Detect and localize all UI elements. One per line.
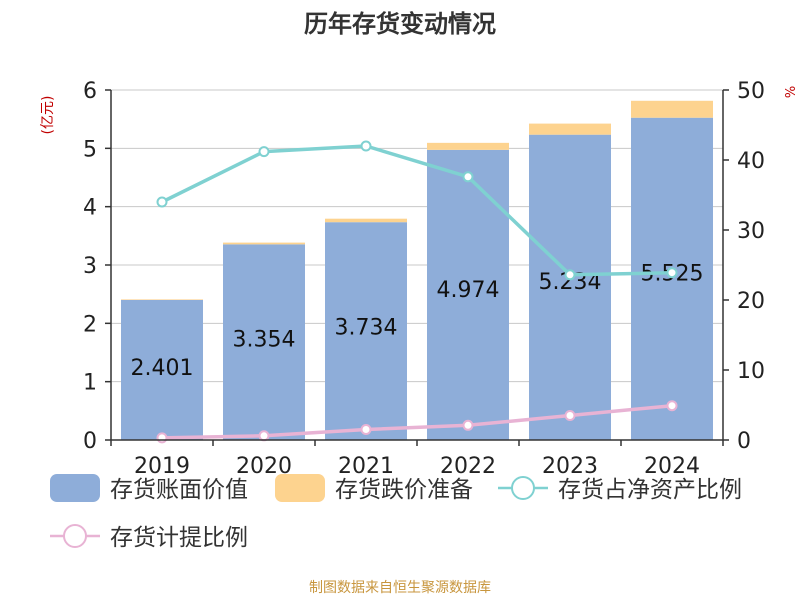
chart-title: 历年存货变动情况 — [304, 10, 496, 38]
series-point — [462, 419, 474, 431]
left-tick-label: 0 — [83, 429, 97, 454]
bar-book-value — [427, 149, 509, 440]
bar-value-label: 4.974 — [437, 278, 500, 303]
right-tick-label: 20 — [737, 289, 765, 314]
series-point — [666, 400, 678, 412]
legend-swatch-box — [50, 474, 100, 502]
bar-impairment — [223, 242, 305, 245]
series-point — [564, 269, 576, 281]
bar-book-value — [325, 222, 407, 440]
bar-book-value — [223, 244, 305, 440]
legend-label: 存货账面价值 — [110, 477, 248, 503]
right-tick-label: 50 — [737, 79, 765, 104]
x-tick-label: 2021 — [338, 454, 394, 479]
bar-impairment — [427, 142, 509, 150]
right-tick-label: 0 — [737, 429, 751, 454]
bar-value-label: 2.401 — [131, 356, 194, 381]
legend-label: 存货计提比例 — [110, 525, 248, 551]
left-axis-label: (亿元) — [40, 96, 56, 135]
series-point — [564, 410, 576, 421]
series-point — [156, 196, 168, 208]
left-tick-label: 5 — [83, 137, 97, 162]
bar-impairment — [631, 100, 713, 118]
legend-label: 存货跌价准备 — [335, 477, 473, 503]
bar-value-label: 3.734 — [335, 316, 398, 341]
legend-swatch-box — [275, 474, 325, 502]
bar-impairment — [529, 123, 611, 135]
bar-book-value — [529, 134, 611, 440]
bar-book-value — [121, 299, 203, 440]
series-point — [666, 267, 678, 279]
grid-lines — [111, 89, 723, 441]
series-point — [360, 424, 372, 435]
series-line — [161, 144, 673, 277]
bar-impairment — [121, 299, 203, 300]
left-tick-label: 6 — [83, 79, 97, 104]
legend-swatch-marker — [511, 476, 535, 500]
left-tick-label: 1 — [83, 371, 97, 396]
right-tick-label: 40 — [737, 149, 765, 174]
x-tick-label: 2023 — [542, 454, 598, 479]
legend-label: 存货占净资产比例 — [558, 477, 742, 503]
series-point — [258, 430, 270, 442]
x-tick-label: 2024 — [644, 454, 700, 479]
right-axis-label: % — [784, 86, 799, 98]
right-tick-label: 30 — [737, 219, 765, 244]
right-tick-label: 10 — [737, 359, 765, 384]
series-point — [462, 171, 474, 183]
source-note: 制图数据来自恒生聚源数据库 — [309, 580, 491, 596]
line-layer — [156, 140, 678, 444]
x-tick-label: 2022 — [440, 454, 496, 479]
bar-impairment — [325, 218, 407, 223]
bar-book-value — [631, 117, 713, 440]
bar-value-label: 3.354 — [233, 327, 296, 352]
series-point — [360, 140, 372, 152]
series-point — [156, 432, 168, 444]
legend-swatch-marker — [63, 524, 87, 548]
left-tick-label: 3 — [83, 254, 97, 279]
x-tick-label: 2019 — [134, 454, 190, 479]
left-tick-label: 4 — [83, 196, 97, 221]
series-line — [161, 403, 673, 440]
series-point — [258, 146, 270, 158]
left-tick-label: 2 — [83, 312, 97, 337]
